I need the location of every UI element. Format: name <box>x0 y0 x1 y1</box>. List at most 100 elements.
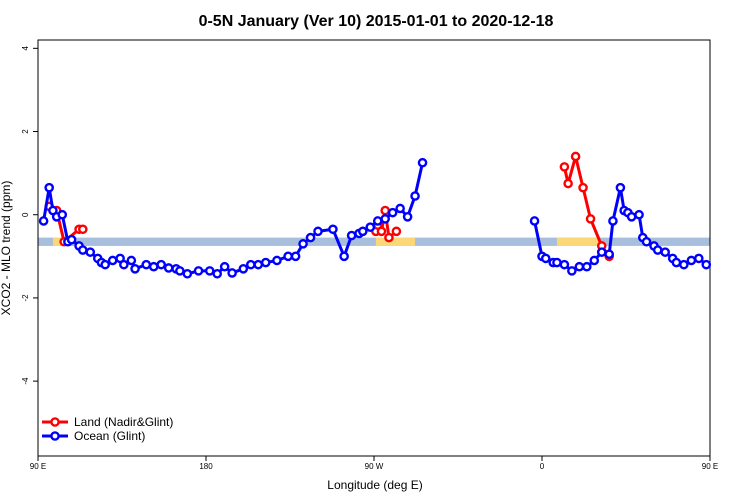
data-point <box>559 259 570 270</box>
data-point <box>365 222 376 232</box>
data-point <box>410 191 420 201</box>
data-point <box>380 214 391 224</box>
data-point <box>417 157 428 168</box>
data-point <box>615 182 626 193</box>
data-point <box>346 230 357 241</box>
data-point <box>44 182 55 193</box>
data-point <box>57 209 68 220</box>
data-point <box>652 245 663 255</box>
data-point <box>175 266 185 276</box>
data-point <box>384 232 394 243</box>
series-line <box>533 186 708 273</box>
data-point <box>253 259 264 270</box>
data-point <box>641 236 652 247</box>
y-tick-label: -4 <box>21 377 30 385</box>
data-point <box>578 182 588 193</box>
data-point <box>671 257 682 268</box>
series-layer <box>38 151 712 279</box>
data-point <box>328 224 338 235</box>
data-point <box>290 251 301 262</box>
band-land <box>375 237 416 246</box>
data-point <box>283 251 293 262</box>
x-tick-label: 90 E <box>702 462 718 471</box>
data-point <box>686 255 697 266</box>
data-point <box>570 151 581 162</box>
data-point <box>238 263 249 274</box>
data-point <box>660 247 671 257</box>
data-point <box>694 253 704 264</box>
data-point <box>245 259 256 270</box>
data-point <box>78 245 88 255</box>
y-tick-label: 2 <box>21 129 30 134</box>
data-point <box>380 205 391 216</box>
legend-label: Land (Nadir&Glint) <box>74 415 173 429</box>
x-tick-label: 90 W <box>365 462 384 471</box>
data-point <box>182 268 193 279</box>
data-point <box>126 255 137 266</box>
data-point <box>634 209 644 220</box>
chart-title: 0-5N January (Ver 10) 2015-01-01 to 2020… <box>199 13 554 30</box>
series-ocean <box>38 157 712 279</box>
data-point <box>260 257 271 268</box>
band-land <box>556 237 600 246</box>
x-tick-label: 90 E <box>30 462 46 471</box>
data-point <box>339 251 349 262</box>
y-tick-label: -2 <box>21 294 30 302</box>
data-point <box>567 266 577 276</box>
x-tick-label: 0 <box>540 462 545 471</box>
data-point <box>608 216 618 226</box>
data-point <box>130 263 140 274</box>
data-point <box>119 259 129 270</box>
data-point <box>357 226 368 237</box>
data-point <box>559 162 570 172</box>
x-axis: 90 E 180 90 W 0 90 E <box>30 456 718 471</box>
data-point <box>395 203 405 214</box>
data-point <box>148 261 159 272</box>
data-point <box>604 249 615 260</box>
band-ocean <box>38 237 710 246</box>
data-point <box>100 259 110 270</box>
data-point <box>219 261 230 272</box>
legend-label: Ocean (Glint) <box>74 429 145 443</box>
data-point <box>402 211 413 222</box>
data-point <box>163 263 174 273</box>
data-point <box>85 247 96 257</box>
data-point <box>372 216 383 226</box>
data-point <box>574 261 585 272</box>
data-point <box>701 259 712 270</box>
data-point <box>552 257 562 268</box>
data-point <box>589 255 600 266</box>
y-axis-label: XCO2 - MLO trend (ppm) <box>0 181 13 316</box>
data-point <box>313 226 323 237</box>
y-tick-label: 0 <box>21 212 30 217</box>
data-point <box>212 268 222 279</box>
data-point <box>204 266 215 276</box>
data-point <box>376 226 387 237</box>
data-point <box>529 216 540 226</box>
data-point <box>298 239 308 249</box>
data-point <box>540 253 551 264</box>
y-axis: 4 2 0 -2 -4 <box>21 46 38 385</box>
data-point <box>66 234 77 245</box>
data-point <box>141 259 152 270</box>
y-tick-label: 4 <box>21 46 30 51</box>
data-point <box>193 266 204 276</box>
data-point <box>156 259 166 270</box>
data-point <box>272 255 282 266</box>
data-point <box>596 247 607 257</box>
legend: Land (Nadir&Glint)Ocean (Glint) <box>42 415 173 443</box>
data-point <box>78 224 88 235</box>
data-point <box>582 261 592 272</box>
data-point <box>563 178 573 189</box>
data-point <box>679 259 689 270</box>
legend-swatch-marker <box>50 431 60 441</box>
data-point <box>227 268 237 278</box>
x-tick-label: 180 <box>199 462 213 471</box>
data-point <box>305 232 316 243</box>
data-point <box>391 226 402 237</box>
data-point <box>387 207 398 218</box>
x-axis-label: Longitude (deg E) <box>327 478 422 492</box>
data-point <box>585 214 596 224</box>
data-point <box>38 216 49 226</box>
